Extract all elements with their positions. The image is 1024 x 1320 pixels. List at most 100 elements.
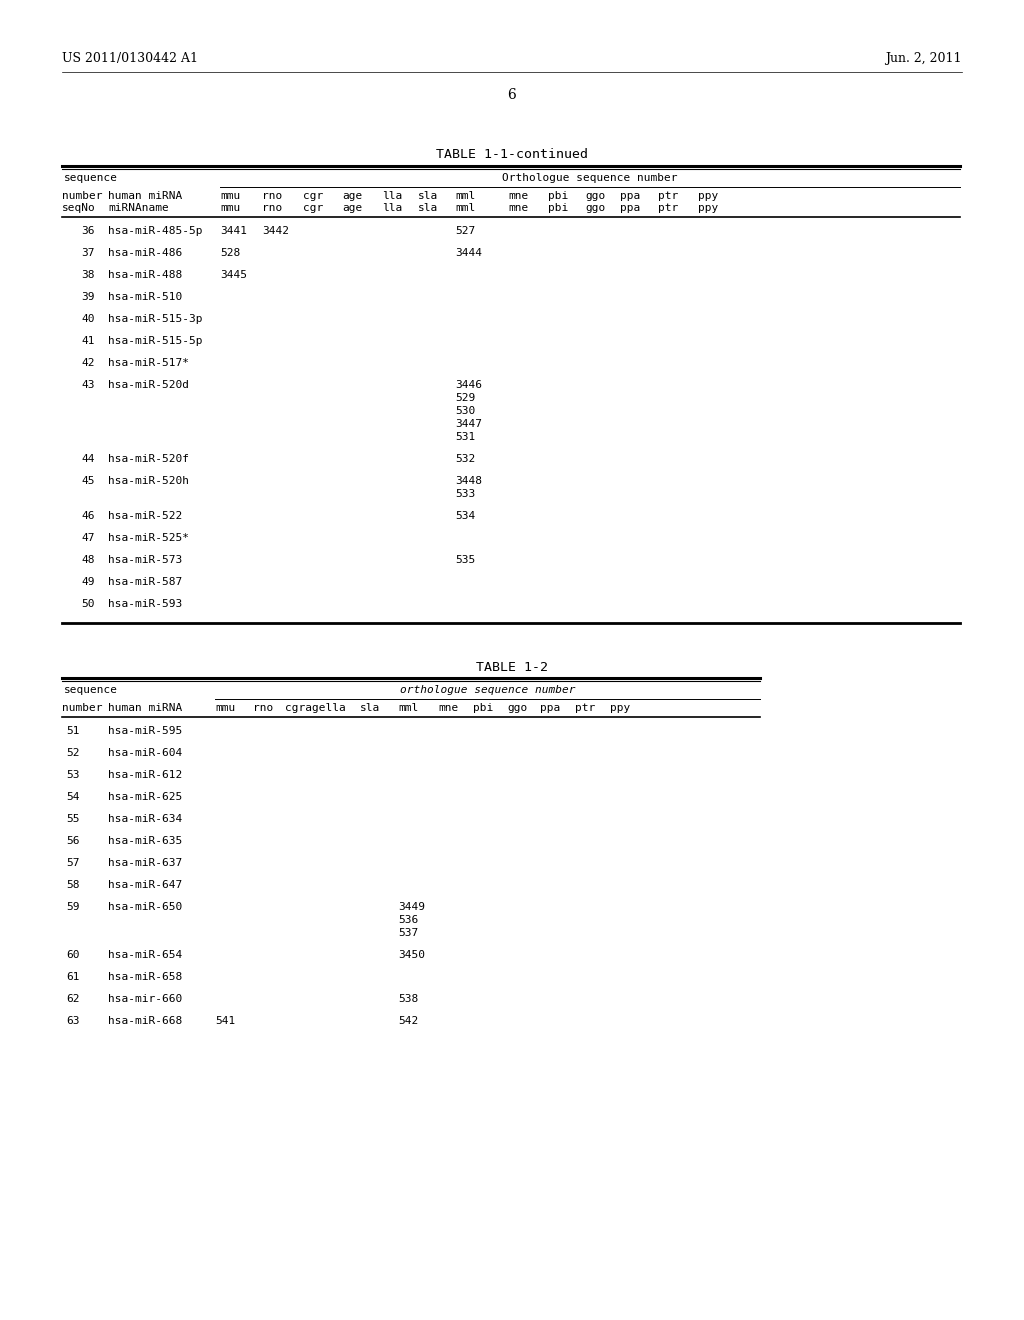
Text: ppa: ppa (540, 704, 560, 713)
Text: orthologue sequence number: orthologue sequence number (399, 685, 575, 696)
Text: 44: 44 (82, 454, 95, 465)
Text: 3448: 3448 (455, 477, 482, 486)
Text: hsa-mir-660: hsa-mir-660 (108, 994, 182, 1005)
Text: 528: 528 (220, 248, 241, 257)
Text: hsa-miR-635: hsa-miR-635 (108, 836, 182, 846)
Text: mml: mml (455, 191, 475, 201)
Text: Orthologue sequence number: Orthologue sequence number (502, 173, 678, 183)
Text: rno: rno (262, 203, 283, 213)
Text: 45: 45 (82, 477, 95, 486)
Text: 61: 61 (67, 972, 80, 982)
Text: 39: 39 (82, 292, 95, 302)
Text: pbi: pbi (548, 191, 568, 201)
Text: US 2011/0130442 A1: US 2011/0130442 A1 (62, 51, 198, 65)
Text: hsa-miR-486: hsa-miR-486 (108, 248, 182, 257)
Text: 541: 541 (215, 1016, 236, 1026)
Text: mmu: mmu (220, 191, 241, 201)
Text: ggo: ggo (585, 203, 605, 213)
Text: 62: 62 (67, 994, 80, 1005)
Text: 536: 536 (398, 915, 418, 925)
Text: 6: 6 (508, 88, 516, 102)
Text: cgragella: cgragella (285, 704, 346, 713)
Text: hsa-miR-515-3p: hsa-miR-515-3p (108, 314, 203, 323)
Text: 535: 535 (455, 554, 475, 565)
Text: 37: 37 (82, 248, 95, 257)
Text: hsa-miR-522: hsa-miR-522 (108, 511, 182, 521)
Text: sla: sla (418, 203, 438, 213)
Text: sequence: sequence (63, 685, 118, 696)
Text: 41: 41 (82, 337, 95, 346)
Text: hsa-miR-520h: hsa-miR-520h (108, 477, 189, 486)
Text: 3450: 3450 (398, 950, 425, 960)
Text: mml: mml (398, 704, 418, 713)
Text: 3446: 3446 (455, 380, 482, 389)
Text: 534: 534 (455, 511, 475, 521)
Text: 537: 537 (398, 928, 418, 939)
Text: 3445: 3445 (220, 271, 247, 280)
Text: ggo: ggo (507, 704, 527, 713)
Text: hsa-miR-612: hsa-miR-612 (108, 770, 182, 780)
Text: 53: 53 (67, 770, 80, 780)
Text: 533: 533 (455, 488, 475, 499)
Text: human miRNA: human miRNA (108, 704, 182, 713)
Text: hsa-miR-650: hsa-miR-650 (108, 902, 182, 912)
Text: hsa-miR-625: hsa-miR-625 (108, 792, 182, 803)
Text: ppy: ppy (698, 191, 718, 201)
Text: hsa-miR-520d: hsa-miR-520d (108, 380, 189, 389)
Text: hsa-miR-604: hsa-miR-604 (108, 748, 182, 758)
Text: hsa-miR-647: hsa-miR-647 (108, 880, 182, 890)
Text: mne: mne (508, 191, 528, 201)
Text: 52: 52 (67, 748, 80, 758)
Text: mne: mne (438, 704, 459, 713)
Text: rno: rno (262, 191, 283, 201)
Text: mmu: mmu (220, 203, 241, 213)
Text: 3447: 3447 (455, 418, 482, 429)
Text: 46: 46 (82, 511, 95, 521)
Text: 43: 43 (82, 380, 95, 389)
Text: mne: mne (508, 203, 528, 213)
Text: sequence: sequence (63, 173, 118, 183)
Text: 47: 47 (82, 533, 95, 543)
Text: 530: 530 (455, 407, 475, 416)
Text: hsa-miR-573: hsa-miR-573 (108, 554, 182, 565)
Text: 56: 56 (67, 836, 80, 846)
Text: Jun. 2, 2011: Jun. 2, 2011 (886, 51, 962, 65)
Text: TABLE 1-1-continued: TABLE 1-1-continued (436, 148, 588, 161)
Text: 63: 63 (67, 1016, 80, 1026)
Text: 49: 49 (82, 577, 95, 587)
Text: number: number (62, 704, 102, 713)
Text: 36: 36 (82, 226, 95, 236)
Text: 3442: 3442 (262, 226, 289, 236)
Text: 527: 527 (455, 226, 475, 236)
Text: cgr: cgr (303, 203, 324, 213)
Text: human miRNA: human miRNA (108, 191, 182, 201)
Text: rno: rno (253, 704, 273, 713)
Text: TABLE 1-2: TABLE 1-2 (476, 661, 548, 675)
Text: hsa-miR-637: hsa-miR-637 (108, 858, 182, 869)
Text: mmu: mmu (215, 704, 236, 713)
Text: hsa-miR-587: hsa-miR-587 (108, 577, 182, 587)
Text: 50: 50 (82, 599, 95, 609)
Text: ppy: ppy (610, 704, 630, 713)
Text: sla: sla (360, 704, 380, 713)
Text: hsa-miR-515-5p: hsa-miR-515-5p (108, 337, 203, 346)
Text: 3444: 3444 (455, 248, 482, 257)
Text: pbi: pbi (473, 704, 494, 713)
Text: 48: 48 (82, 554, 95, 565)
Text: cgr: cgr (303, 191, 324, 201)
Text: 40: 40 (82, 314, 95, 323)
Text: 59: 59 (67, 902, 80, 912)
Text: 60: 60 (67, 950, 80, 960)
Text: 54: 54 (67, 792, 80, 803)
Text: sla: sla (418, 191, 438, 201)
Text: hsa-miR-593: hsa-miR-593 (108, 599, 182, 609)
Text: number: number (62, 191, 102, 201)
Text: hsa-miR-485-5p: hsa-miR-485-5p (108, 226, 203, 236)
Text: seqNo: seqNo (62, 203, 96, 213)
Text: 51: 51 (67, 726, 80, 737)
Text: lla: lla (382, 191, 402, 201)
Text: 529: 529 (455, 393, 475, 403)
Text: hsa-miR-510: hsa-miR-510 (108, 292, 182, 302)
Text: 542: 542 (398, 1016, 418, 1026)
Text: ptr: ptr (575, 704, 595, 713)
